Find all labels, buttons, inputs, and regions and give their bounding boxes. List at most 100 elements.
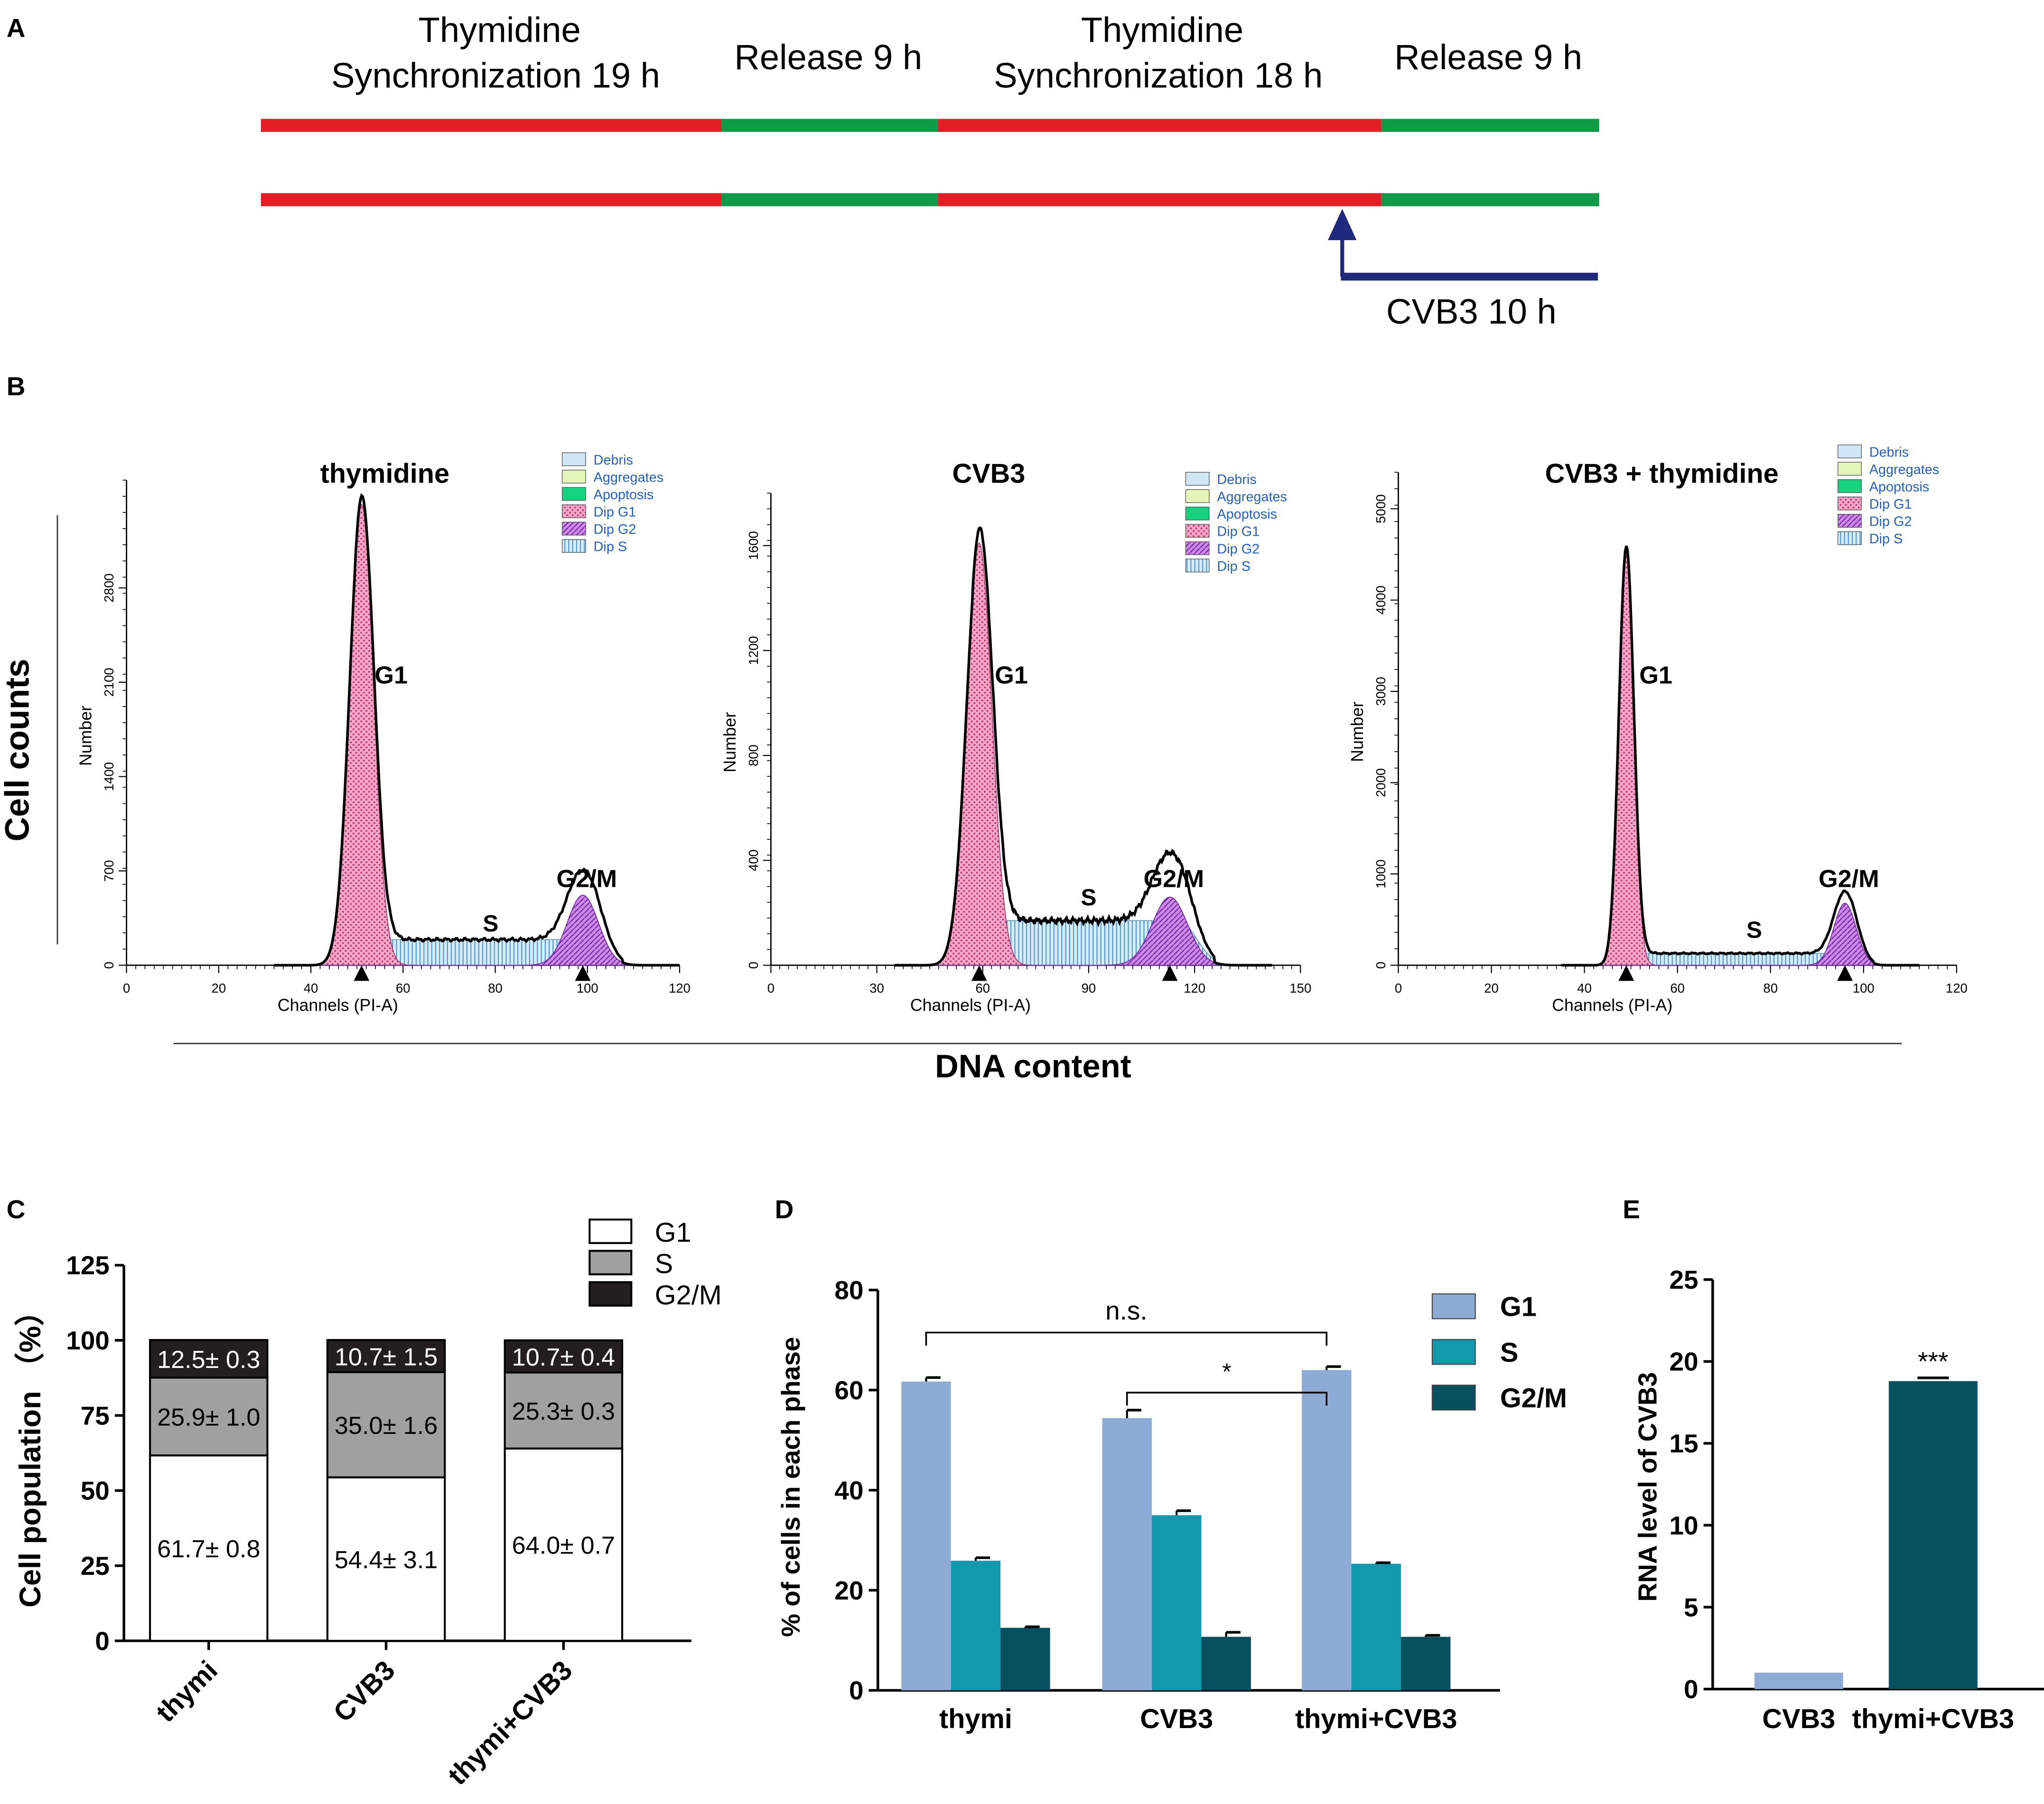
timeline-2-sync-2 (938, 193, 1381, 206)
panel-b: B Cell counts DNA content thymidine 0 20 40… (0, 372, 1968, 1084)
x-axis-label: Channels (PI-A) (1552, 996, 1672, 1015)
bar-cvb3 (1754, 1673, 1843, 1689)
x-tick-label: 150 (1289, 981, 1311, 995)
significance-label: * (1222, 1358, 1231, 1385)
legend-swatch-aggregates (1838, 462, 1862, 476)
stacked-segment-s (326, 1371, 446, 1479)
legend-label-dip-g1: Dip G1 (1217, 524, 1260, 539)
legend-swatch-dip-s (1838, 531, 1862, 545)
dip-g2-area (274, 894, 680, 966)
x-tick-label: 0 (1395, 981, 1402, 995)
y-tick-label: 20 (834, 1576, 863, 1605)
legend-label-dip-g1: Dip G1 (1869, 497, 1912, 512)
y-tick-label: 0 (102, 962, 116, 969)
infection-arrow-head (1328, 209, 1357, 241)
legend-label-dip-s: Dip S (594, 539, 627, 555)
legend-label-dip-s: Dip S (1217, 559, 1251, 574)
x-tick-label: 90 (1082, 981, 1096, 995)
segment-label-s: 25.3± 0.3 (512, 1398, 615, 1425)
legend-label-dip-g1: Dip G1 (594, 505, 636, 520)
infection-bar (1341, 272, 1598, 281)
legend-label-debris: Debris (594, 453, 633, 468)
y-tick-label: 4000 (1373, 586, 1388, 614)
legend-swatch-dip-g1 (561, 504, 586, 518)
histogram-title: CVB3 (952, 458, 1025, 489)
timeline-label-4: Release 9 h (1394, 37, 1582, 77)
x-tick-label: 80 (488, 981, 503, 995)
timeline-1-release-2 (1381, 119, 1599, 132)
dip-g2-area (1561, 902, 1920, 966)
legend-label-apoptosis: Apoptosis (594, 487, 654, 502)
bar-thymi-cvb3 (1888, 1381, 1978, 1689)
legend-label-dip-g2: Dip G2 (1217, 541, 1260, 557)
legend-swatch-debris (1838, 444, 1862, 458)
bar-g2-m (1201, 1637, 1251, 1691)
x-category-label: thymi+CVB3 (1295, 1704, 1457, 1734)
bar-g1 (901, 1381, 951, 1691)
legend-swatch-aggregates (1185, 489, 1210, 503)
legend-label-apoptosis: Apoptosis (1217, 507, 1277, 522)
segment-label-s: 35.0± 1.6 (335, 1412, 438, 1440)
phase-label-g1: G1 (995, 662, 1028, 689)
peak-marker-icon (1618, 965, 1634, 981)
stacked-bar-chart: 0 25 50 75 100 125 Cell population （%） 61.7± 0.… (14, 1218, 722, 1791)
y-tick-label: 1000 (1373, 859, 1388, 888)
legend-swatch-dip-s (1185, 558, 1210, 573)
legend-swatch-s (1431, 1339, 1476, 1365)
x-tick-label: 100 (1853, 981, 1875, 995)
dna-content-label: DNA content (935, 1048, 1131, 1085)
y-tick-label: 700 (102, 860, 116, 882)
x-tick-label: 60 (1670, 981, 1685, 995)
phase-label-g1: G1 (1639, 662, 1672, 689)
y-tick-label: 0 (1373, 962, 1388, 969)
y-tick-label: 125 (66, 1251, 110, 1280)
x-tick-label: 0 (123, 981, 130, 995)
legend-swatch-apoptosis (1185, 506, 1210, 521)
x-category-label: CVB3 (1140, 1704, 1213, 1734)
stacked-segment-g2-m (504, 1339, 624, 1374)
y-tick-label: 2800 (102, 573, 116, 602)
stacked-segment-g2-m (149, 1339, 269, 1379)
y-tick-label: 60 (834, 1376, 863, 1405)
x-tick-label: 60 (975, 981, 990, 995)
legend-swatch-debris (561, 452, 586, 466)
legend-label-aggregates: Aggregates (1869, 462, 1940, 477)
timeline-1-sync-1 (261, 119, 721, 132)
y-tick-label: 50 (81, 1476, 110, 1506)
legend-swatch-dip-g2 (1185, 541, 1210, 555)
y-tick-label: 80 (834, 1275, 863, 1305)
peak-marker-icon (971, 965, 987, 981)
x-category-label: thymi (150, 1655, 224, 1728)
y-tick-label: 20 (1669, 1347, 1698, 1376)
peak-marker-icon (1837, 965, 1853, 981)
y-tick-label: 25 (1669, 1265, 1698, 1294)
legend-swatch-apoptosis (561, 487, 586, 501)
legend-swatch-dip-g1 (1838, 496, 1862, 511)
y-tick-label: 1600 (746, 531, 761, 560)
significance-label: n.s. (1105, 1296, 1148, 1325)
panel-letter-c: C (7, 1195, 26, 1224)
histogram-outline (894, 526, 1272, 967)
rna-bar-chart: 0 5 10 15 20 25 RNA level of CVB3 CVB3 thymi+CVB… (1633, 1265, 2044, 1734)
x-category-label: CVB3 (1762, 1704, 1835, 1734)
phase-label-s: S (1746, 917, 1762, 943)
legend-label-g2-m: G2/M (1500, 1383, 1567, 1413)
segment-label-s: 25.9± 1.0 (157, 1404, 260, 1432)
y-axis-label: RNA level of CVB3 (1633, 1372, 1662, 1602)
legend-label-aggregates: Aggregates (594, 470, 664, 485)
stacked-segment-g1 (504, 1447, 624, 1642)
x-tick-label: 60 (396, 981, 411, 995)
y-tick-label: 0 (849, 1676, 864, 1705)
stacked-segment-g1 (326, 1476, 446, 1642)
y-tick-label: 1200 (746, 636, 761, 665)
legend-label-s: S (655, 1249, 673, 1279)
timeline-label-1-line1: Thymidine (419, 10, 581, 49)
bar-g2-m (1000, 1627, 1050, 1691)
bar-g2-m (1400, 1637, 1451, 1691)
panel-letter-d: D (775, 1195, 794, 1224)
bar-s (951, 1561, 1001, 1691)
x-category-label: CVB3 (328, 1655, 401, 1728)
x-tick-label: 120 (1946, 981, 1968, 995)
bar-g1 (1302, 1370, 1352, 1691)
y-axis-label: Number (720, 712, 739, 772)
